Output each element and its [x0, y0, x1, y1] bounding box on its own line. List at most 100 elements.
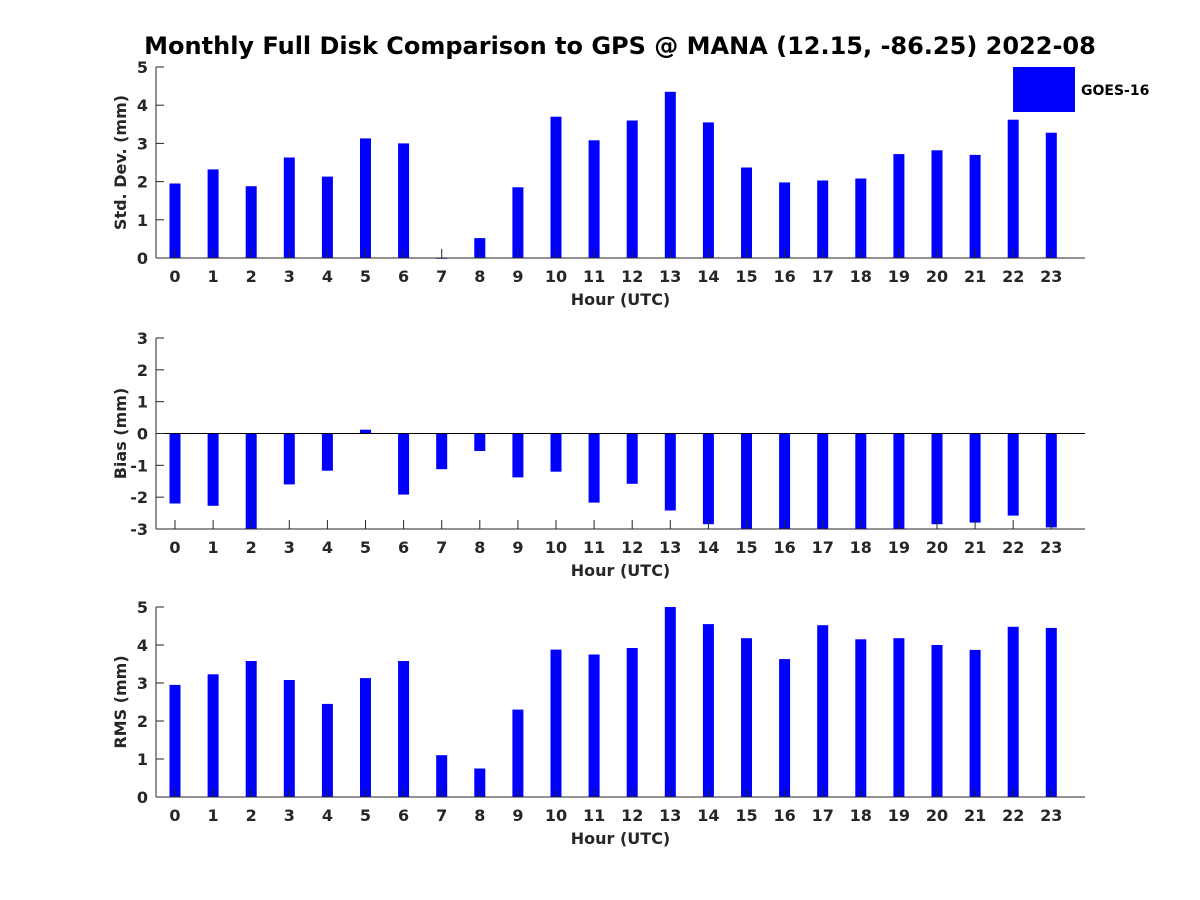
legend: GOES-16 — [1013, 67, 1149, 112]
bar — [1045, 433, 1057, 528]
x-tick-label: 10 — [545, 806, 567, 825]
x-tick-label: 15 — [735, 267, 757, 286]
bar — [245, 661, 257, 797]
y-axis-label: Std. Dev. (mm) — [111, 95, 130, 230]
x-tick-label: 1 — [208, 806, 219, 825]
bar — [588, 654, 600, 797]
x-tick-label: 12 — [621, 806, 643, 825]
y-tick-label: 2 — [137, 173, 148, 192]
bar — [550, 649, 562, 797]
x-tick-label: 15 — [735, 538, 757, 557]
bar — [550, 116, 562, 258]
bar — [169, 684, 181, 797]
bar — [512, 709, 524, 797]
x-tick-label: 8 — [474, 538, 485, 557]
x-tick-label: 10 — [545, 267, 567, 286]
y-tick-label: 2 — [137, 361, 148, 380]
y-tick-label: 0 — [137, 788, 148, 807]
x-tick-label: 21 — [964, 806, 986, 825]
x-tick-label: 12 — [621, 538, 643, 557]
bar — [893, 433, 905, 529]
bar — [360, 429, 371, 434]
bar — [245, 433, 257, 529]
bar — [398, 143, 410, 258]
x-tick-label: 5 — [360, 538, 371, 557]
x-tick-label: 7 — [436, 538, 447, 557]
bar — [741, 433, 752, 529]
x-axis-label: Hour (UTC) — [571, 290, 671, 309]
x-tick-label: 14 — [697, 806, 719, 825]
x-tick-label: 3 — [284, 806, 295, 825]
x-tick-label: 22 — [1002, 806, 1024, 825]
bar — [512, 433, 524, 478]
x-tick-label: 14 — [697, 267, 719, 286]
bar — [207, 169, 219, 258]
x-tick-label: 8 — [474, 806, 485, 825]
bar — [436, 433, 448, 470]
bar — [969, 433, 981, 523]
bar — [893, 154, 905, 258]
x-tick-label: 2 — [246, 538, 257, 557]
bar — [512, 187, 524, 258]
x-tick-label: 0 — [169, 806, 180, 825]
x-tick-label: 0 — [169, 267, 180, 286]
bar — [360, 138, 371, 258]
y-tick-label: -2 — [130, 488, 148, 507]
x-tick-label: 20 — [926, 806, 948, 825]
bar — [664, 607, 676, 797]
x-tick-label: 19 — [888, 806, 910, 825]
x-axis-label: Hour (UTC) — [571, 561, 671, 580]
bar — [779, 659, 791, 797]
bar — [931, 433, 943, 525]
bar — [779, 433, 791, 529]
bar — [702, 433, 714, 525]
bar — [1045, 627, 1057, 797]
y-tick-label: 3 — [137, 674, 148, 693]
y-tick-label: 3 — [137, 329, 148, 348]
bar — [855, 433, 867, 529]
x-tick-label: 9 — [512, 267, 523, 286]
bar — [855, 178, 867, 258]
x-tick-label: 18 — [850, 538, 872, 557]
bar — [741, 638, 752, 797]
bar — [321, 703, 333, 797]
x-tick-label: 5 — [360, 806, 371, 825]
chart-title: Monthly Full Disk Comparison to GPS @ MA… — [144, 32, 1096, 60]
x-tick-label: 23 — [1040, 267, 1062, 286]
x-tick-label: 6 — [398, 538, 409, 557]
x-tick-label: 23 — [1040, 538, 1062, 557]
x-tick-label: 13 — [659, 267, 681, 286]
x-tick-label: 11 — [583, 806, 605, 825]
bar — [931, 645, 943, 797]
x-tick-label: 6 — [398, 806, 409, 825]
y-axis-label: RMS (mm) — [111, 655, 130, 748]
bar — [626, 433, 638, 484]
x-tick-label: 4 — [322, 267, 333, 286]
bar — [702, 624, 714, 797]
x-tick-label: 5 — [360, 267, 371, 286]
x-tick-label: 21 — [964, 267, 986, 286]
bar — [817, 625, 829, 797]
x-axis-label: Hour (UTC) — [571, 829, 671, 848]
y-tick-label: 5 — [137, 58, 148, 77]
bar — [817, 180, 829, 258]
bar — [664, 91, 676, 258]
bar — [283, 157, 295, 258]
x-tick-label: 20 — [926, 267, 948, 286]
x-tick-label: 4 — [322, 538, 333, 557]
x-tick-label: 7 — [436, 267, 447, 286]
x-tick-label: 17 — [812, 538, 834, 557]
bar — [321, 176, 333, 258]
y-tick-label: 0 — [137, 249, 148, 268]
bar — [626, 648, 638, 797]
bar — [474, 768, 486, 797]
x-tick-label: 9 — [512, 538, 523, 557]
x-tick-label: 23 — [1040, 806, 1062, 825]
bar — [779, 182, 791, 258]
x-tick-label: 17 — [812, 806, 834, 825]
bar — [1007, 433, 1019, 516]
x-tick-label: 20 — [926, 538, 948, 557]
bar — [360, 678, 371, 797]
